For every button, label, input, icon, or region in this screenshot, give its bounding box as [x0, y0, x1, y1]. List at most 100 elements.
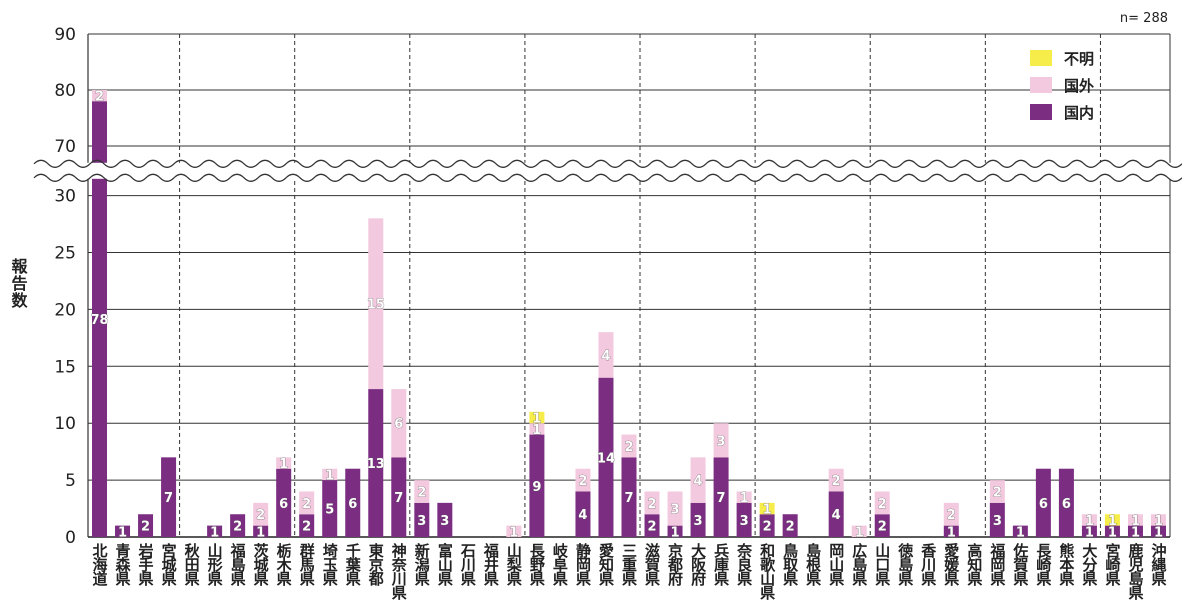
data-label: 6 — [1062, 497, 1071, 512]
bar-segment — [437, 502, 453, 537]
y-tick-label: 0 — [65, 528, 76, 548]
x-tick-label: 長野県 — [528, 543, 546, 587]
data-label: 3 — [740, 514, 749, 529]
bar-segment — [943, 502, 959, 526]
data-label: 2 — [832, 474, 841, 489]
bar-segment — [1081, 525, 1097, 537]
x-tick-label: 大分県 — [1080, 542, 1098, 587]
data-label: 13 — [367, 457, 385, 472]
legend-label: 不明 — [1064, 50, 1094, 68]
bar-segment — [575, 468, 591, 492]
x-tick-labels: 北海道 青森県 岩手県 宮城県 秋田県 山形県 福島県 茨城県 栃木県 群馬県 埼玉県 千葉県 東京都神… — [91, 542, 1168, 601]
x-tick-label: 石川県 — [459, 543, 477, 587]
y-tick-label: 20 — [54, 300, 76, 320]
sample-size-annotation: n= 288 — [1120, 11, 1168, 26]
legend-label: 国外 — [1064, 77, 1094, 95]
bar-segment — [1150, 514, 1166, 526]
data-label: 4 — [694, 474, 703, 489]
data-label: 6 — [1039, 497, 1048, 512]
bar-segment — [1058, 468, 1074, 537]
x-tick-label: 佐賀県 — [1011, 542, 1029, 587]
x-tick-label: 福島県 — [229, 542, 247, 587]
bar-segment — [828, 468, 844, 492]
data-label: 2 — [302, 520, 311, 535]
y-tick-label: 15 — [54, 357, 76, 377]
bar-segment — [736, 502, 752, 537]
data-label: 7 — [164, 491, 173, 506]
data-label: 3 — [694, 514, 703, 529]
x-tick-label: 鳥取県 — [781, 542, 799, 587]
bar-segment — [322, 468, 338, 481]
x-tick-label: 静岡県 — [574, 542, 592, 587]
bar-segment — [253, 525, 269, 537]
bar-segment — [1104, 525, 1120, 537]
bar-segment — [207, 525, 223, 537]
bar-segment — [575, 491, 591, 537]
data-label: 1 — [763, 503, 772, 518]
break-band — [30, 162, 1180, 179]
data-label: 2 — [624, 440, 633, 455]
x-tick-label: 香川県 — [919, 542, 937, 587]
data-label: 3 — [671, 503, 680, 518]
axis-break-mark — [30, 159, 1182, 182]
break-wave-bottom — [33, 173, 1182, 182]
data-label: 6 — [348, 497, 357, 512]
x-tick-label: 福岡県 — [988, 542, 1006, 587]
x-tick-label: 山口県 — [873, 543, 891, 587]
bar-segment — [621, 434, 637, 458]
x-tick-label: 群馬県 — [298, 542, 316, 587]
x-tick-label: 京都府 — [666, 542, 684, 587]
x-tick-label: 愛媛県 — [942, 542, 960, 587]
x-tick-label: 岐阜県 — [551, 542, 569, 587]
data-label: 2 — [95, 90, 104, 105]
x-tick-label: 広島県 — [850, 542, 868, 587]
x-tick-label: 宮崎県 — [1103, 542, 1121, 587]
data-label: 2 — [302, 497, 311, 512]
y-tick-label: 80 — [54, 81, 76, 101]
data-label: 1 — [256, 525, 265, 540]
x-tick-label: 埼玉県 — [321, 543, 339, 587]
x-tick-label: 島根県 — [804, 542, 822, 587]
x-tick-label: 鹿児島県 — [1126, 542, 1144, 601]
bar-segment — [115, 525, 131, 537]
legend-swatch — [1030, 50, 1052, 66]
bar-segment — [759, 514, 775, 537]
data-label: 4 — [832, 508, 841, 523]
bar-segment — [598, 377, 614, 537]
bar-segment — [529, 434, 545, 537]
y-tick-label: 5 — [65, 471, 76, 491]
bar-segment — [1081, 514, 1097, 526]
break-wave-top — [33, 159, 1182, 168]
bar-segment — [368, 218, 384, 390]
bar-segment — [644, 491, 660, 515]
data-label: 1 — [532, 412, 541, 427]
data-label: 1 — [118, 525, 127, 540]
data-label: 15 — [367, 298, 385, 313]
data-label: 3 — [993, 514, 1002, 529]
legend-swatch — [1030, 104, 1052, 120]
legend-label: 国内 — [1064, 104, 1094, 122]
bar-segment — [690, 457, 706, 503]
bar-segment — [713, 423, 729, 458]
data-label: 1 — [740, 491, 749, 506]
data-label: 1 — [1016, 525, 1025, 540]
x-tick-label: 沖縄県 — [1149, 542, 1167, 587]
bar-segment — [690, 502, 706, 537]
bar-segment — [1104, 514, 1120, 526]
bar-segment — [621, 457, 637, 537]
x-tick-label: 栃木県 — [275, 542, 293, 587]
x-tick-label: 岩手県 — [137, 542, 155, 587]
data-label: 1 — [325, 468, 334, 483]
bar-segment — [1150, 525, 1166, 537]
data-label: 2 — [647, 497, 656, 512]
bar-segment — [322, 480, 338, 537]
data-label: 1 — [1154, 514, 1163, 529]
data-label: 4 — [578, 508, 587, 523]
bar-segment — [667, 525, 683, 537]
data-label: 2 — [786, 520, 795, 535]
bar-segment — [598, 332, 614, 378]
data-label: 2 — [878, 497, 887, 512]
bar-segment — [299, 491, 315, 515]
